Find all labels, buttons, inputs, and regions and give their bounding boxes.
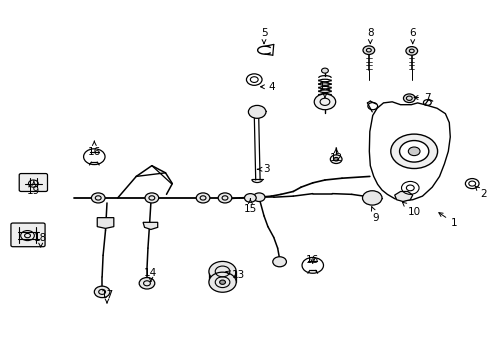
Text: 13: 13 (225, 270, 245, 280)
Circle shape (362, 46, 374, 54)
Text: 16: 16 (87, 141, 101, 157)
Circle shape (244, 194, 256, 202)
Circle shape (407, 147, 419, 156)
Text: 15: 15 (243, 199, 257, 215)
Text: 3: 3 (257, 164, 269, 174)
Circle shape (253, 193, 264, 202)
Text: 18: 18 (34, 233, 47, 247)
Circle shape (145, 193, 158, 203)
Circle shape (399, 140, 428, 162)
Circle shape (465, 179, 478, 189)
Circle shape (403, 94, 414, 103)
Circle shape (390, 134, 437, 168)
Text: 1: 1 (438, 213, 457, 228)
Circle shape (208, 272, 236, 292)
Circle shape (248, 105, 265, 118)
FancyBboxPatch shape (11, 223, 45, 247)
Circle shape (405, 46, 417, 55)
Text: 10: 10 (402, 202, 420, 217)
Polygon shape (394, 192, 412, 202)
FancyBboxPatch shape (19, 174, 47, 192)
Circle shape (208, 261, 236, 282)
Circle shape (362, 191, 381, 205)
Text: 9: 9 (371, 207, 379, 222)
Text: 7: 7 (413, 93, 430, 103)
Circle shape (321, 68, 328, 73)
Circle shape (330, 155, 341, 163)
Polygon shape (143, 222, 158, 229)
Text: 4: 4 (260, 82, 274, 92)
Circle shape (218, 193, 231, 203)
Text: 5: 5 (260, 28, 267, 44)
Text: 12: 12 (329, 148, 342, 163)
Circle shape (139, 278, 155, 289)
Text: 17: 17 (100, 290, 113, 303)
Text: 14: 14 (144, 268, 157, 282)
Circle shape (219, 280, 225, 284)
Circle shape (272, 257, 286, 267)
Text: 16: 16 (305, 255, 319, 265)
Text: 19: 19 (27, 181, 41, 197)
Polygon shape (97, 218, 114, 228)
Circle shape (94, 286, 110, 298)
Text: 11: 11 (318, 82, 331, 98)
Text: 2: 2 (474, 186, 486, 199)
Text: 8: 8 (366, 28, 373, 44)
Circle shape (196, 193, 209, 203)
Circle shape (91, 193, 105, 203)
Circle shape (314, 94, 335, 110)
Text: 6: 6 (408, 28, 415, 44)
Circle shape (333, 157, 338, 161)
